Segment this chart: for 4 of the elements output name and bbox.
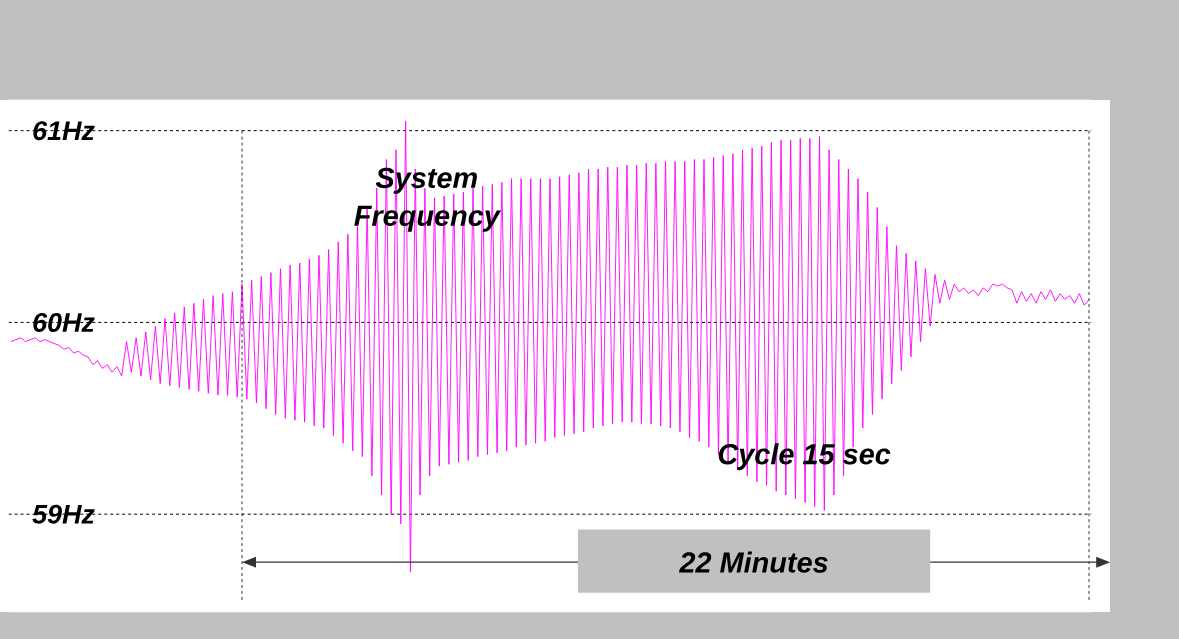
annotation: 22 Minutes [678,551,828,573]
y-tick-label: 60Hz [33,312,95,332]
y-tick-label: 59Hz [32,504,95,524]
y-tick-label: 61Hz [33,121,95,141]
